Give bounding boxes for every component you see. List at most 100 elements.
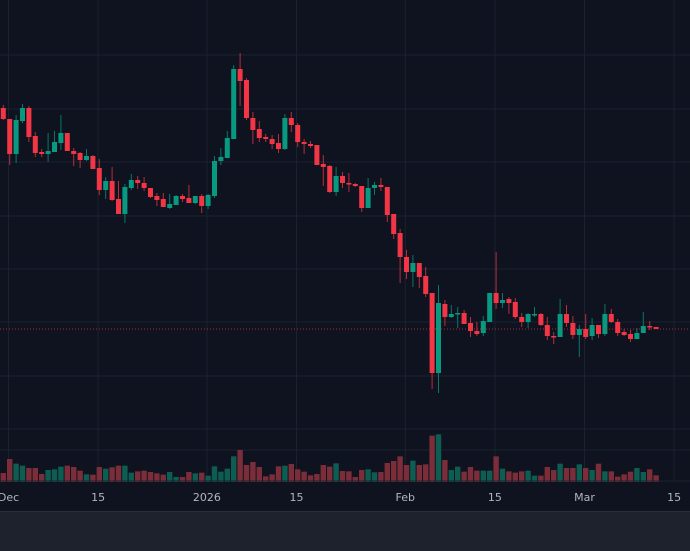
candlestick-chart[interactable]: Dec 15 2026 15 Feb 15 Mar 15: [0, 0, 690, 511]
candle-up: [436, 303, 441, 373]
candle-down: [26, 108, 32, 137]
volume-bar: [467, 467, 474, 482]
volume-bar: [589, 470, 595, 482]
candle-down: [352, 184, 358, 186]
volume-bar: [640, 472, 646, 482]
candle-down: [416, 263, 422, 277]
candle-down: [621, 332, 627, 335]
candle-up: [410, 263, 416, 272]
volume-bar: [480, 470, 486, 482]
candle-up: [84, 156, 89, 160]
candle-down: [39, 152, 45, 154]
volume-bar: [205, 475, 211, 482]
candle-down: [250, 118, 256, 130]
volume-bar: [314, 474, 320, 482]
candle-down: [135, 180, 141, 183]
candle-up: [525, 314, 531, 322]
volume-bar: [339, 471, 346, 482]
volume-bar: [71, 467, 77, 482]
volume-bar: [26, 468, 32, 482]
volume-bars: [0, 434, 659, 482]
volume-bar: [301, 471, 307, 482]
candle-down: [71, 151, 77, 154]
volume-bar: [474, 470, 480, 482]
candle-up: [58, 133, 64, 143]
volume-bar: [147, 472, 154, 482]
candle-up: [282, 118, 288, 149]
volume-bar: [653, 475, 659, 482]
volume-bar: [576, 464, 582, 482]
candle-up: [372, 185, 377, 188]
candle-down: [391, 214, 397, 234]
volume-bar: [557, 463, 563, 482]
candle-up: [333, 176, 339, 192]
volume-bar: [563, 468, 570, 482]
candle-up: [589, 325, 595, 336]
candle-down: [186, 198, 192, 203]
candle-up: [487, 293, 493, 322]
time-axis-label: Dec: [0, 491, 19, 504]
candle-down: [404, 257, 409, 272]
chart-canvas[interactable]: Dec 15 2026 15 Feb 15 Mar 15: [0, 0, 690, 511]
candle-down: [32, 136, 38, 153]
candle-down: [653, 327, 659, 329]
volume-bar: [448, 470, 454, 482]
volume-bar: [519, 471, 525, 482]
grid-lines: [0, 0, 690, 481]
volume-bar: [135, 471, 141, 482]
candle-up: [532, 314, 537, 316]
candle-up: [167, 204, 173, 208]
candle-down: [320, 164, 326, 167]
candle-down: [308, 144, 313, 146]
volume-bar: [199, 472, 205, 482]
candle-up: [45, 151, 51, 154]
volume-bar: [32, 468, 38, 482]
volume-bar: [378, 472, 384, 482]
time-axis[interactable]: Dec 15 2026 15 Feb 15 Mar 15: [0, 491, 681, 504]
candle-up: [224, 138, 230, 158]
candle-down: [544, 325, 550, 336]
candle-down: [442, 304, 448, 317]
candle-up: [557, 314, 563, 337]
candle-up: [365, 188, 371, 208]
volume-bar: [90, 474, 96, 482]
candle-down: [288, 118, 294, 125]
volume-bar: [583, 468, 589, 482]
volume-bar: [455, 466, 461, 482]
candle-down: [263, 137, 269, 139]
candle-down: [77, 153, 83, 160]
time-axis-label: Mar: [574, 491, 595, 504]
volume-bar: [410, 460, 416, 482]
candle-down: [141, 183, 147, 188]
candle-down: [154, 196, 160, 200]
candle-down: [301, 142, 307, 144]
time-axis-label: 15: [91, 491, 105, 504]
candle-up: [634, 333, 640, 339]
candle-down: [564, 314, 569, 323]
volume-bar: [627, 471, 634, 482]
candle-down: [628, 334, 633, 339]
candle-up: [218, 157, 224, 161]
volume-bar: [237, 450, 243, 482]
candle-down: [512, 302, 518, 317]
volume-bar: [499, 468, 506, 482]
candle-down: [0, 108, 6, 119]
candle-down: [327, 166, 333, 192]
volume-bar: [250, 462, 256, 482]
candle-down: [359, 186, 365, 208]
candle-down: [519, 317, 525, 322]
volume-bar: [307, 475, 314, 482]
time-axis-label: 15: [290, 491, 304, 504]
candle-down: [384, 187, 390, 215]
candle-up: [231, 69, 237, 139]
volume-bar: [359, 470, 365, 482]
volume-bar: [19, 465, 26, 482]
candle-up: [576, 329, 582, 335]
candle-down: [583, 329, 589, 337]
volume-bar: [435, 434, 442, 482]
candle-down: [237, 69, 243, 81]
time-axis-label: 15: [488, 491, 502, 504]
candle-down: [468, 323, 473, 331]
candle-down: [346, 183, 352, 185]
candle-down: [647, 326, 653, 328]
